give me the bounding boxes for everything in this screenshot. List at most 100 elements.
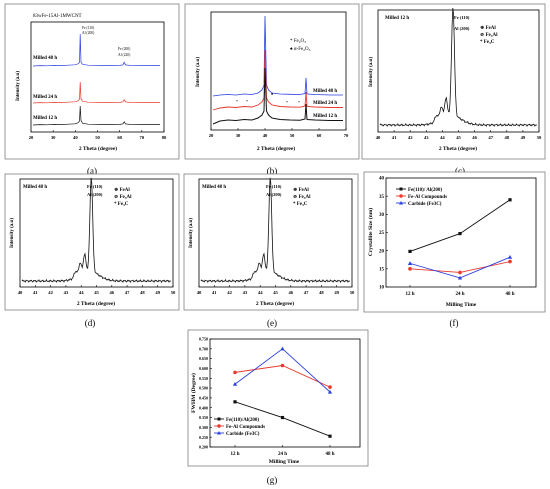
panel-c-xtick-label: 45 (456, 135, 461, 140)
panel-e-xtick-label: 48 (319, 290, 324, 295)
panel-f-series-1-point (508, 259, 512, 264)
panel-d-xtick-label: 46 (110, 290, 115, 295)
panel-e-xtick-label: 45 (273, 290, 278, 295)
panel-a-series-48h: Milled 48 h (33, 56, 57, 61)
panel-b-trace-12h (212, 67, 343, 125)
panel-g-xtick-label: 24 h (278, 452, 287, 457)
panel-c-xtick-label: 50 (537, 135, 542, 140)
panel-e-peak-al200: Al (200) (266, 192, 282, 197)
panel-f-series-2-point (407, 261, 413, 265)
panel-a-xtick-label: 20 (29, 135, 34, 140)
panel-g-legend-2: Carbide (Fe3C) (226, 432, 260, 437)
panel-c-xtick-label: 44 (440, 135, 445, 140)
panel-f-ytick-label: 25 (379, 231, 385, 236)
panel-a-annot-al220: Al (220) (118, 53, 131, 57)
panel-f-ytick-label: 35 (379, 195, 385, 200)
panel-a-xlabel: 2 Theta (degree) (79, 145, 117, 152)
panel-f-series-0-point (408, 249, 412, 253)
panel-e-xtick-label: 44 (258, 290, 263, 295)
panel-e-xlabel: 2 Theta (degree) (256, 300, 294, 307)
panel-g-series-0-point (280, 415, 285, 420)
panel-d-legend-feal: ⊕ FeAl (114, 187, 130, 193)
panel-f-letter: (f) (450, 318, 459, 328)
panel-a-xtick-label: 80 (162, 135, 167, 140)
panel-c-legend-feal: ⊕ FeAl (480, 25, 496, 31)
panel-c-xtick-label: 49 (521, 135, 526, 140)
panel-b-series-24h: Milled 24 h (313, 101, 337, 106)
panel-d-trace (21, 177, 172, 284)
panel-e-peak-fe110: Fe (110) (266, 184, 282, 189)
panel-a-trace-24h (32, 81, 161, 104)
panel-e-legend-fe3al: ⊘ Fe3Al (293, 195, 311, 200)
panel-d-xtick-label: 45 (94, 290, 99, 295)
panel-g-xlabel: Milling Time (269, 459, 300, 465)
panel-a-xtick-label: 40 (73, 135, 78, 140)
panel-g-legend-0: Fe(110)/Al(200) (226, 418, 259, 423)
panel-b-letter: (b) (267, 166, 278, 176)
panel-c-peak-fe110: Fe (110) (454, 15, 470, 20)
panel-e-trace (200, 177, 351, 284)
panel-a-ylabel: Intensity (a.u) (16, 71, 21, 101)
panel-b-xtick-label: 20 (209, 133, 214, 138)
panel-d-legend-fe3al: ⊘ Fe3Al (114, 195, 132, 200)
panel-b-mark-star: * (246, 99, 248, 104)
panel-b-xtick-label: 30 (236, 133, 241, 138)
panel-d-letter: (d) (85, 318, 96, 328)
panel-e-xtick-label: 50 (350, 290, 355, 295)
panel-c-legend-fe3al: ⊘ Fe3Al (480, 33, 498, 38)
panel-b: Intensity (a.u) 2 Theta (degree) 20 30 40 5… (184, 3, 360, 176)
panel-e-xtick-label: 41 (212, 290, 217, 295)
panel-a-xtick-label: 60 (117, 135, 122, 140)
panel-c-xtick-label: 47 (488, 135, 493, 140)
panel-g-series-1-point (233, 370, 237, 375)
panel-g-letter: (g) (267, 475, 278, 485)
panel-g-ytick-label: 0.200 (199, 445, 208, 450)
panel-b-series-48h: Milled 48 h (313, 89, 337, 94)
panel-f-series-1-point (458, 270, 462, 275)
panel-a-series-12h: Milled 12 h (33, 116, 57, 121)
panel-c-xtick-label: 48 (505, 135, 510, 140)
panel-b-mark-star: * (286, 100, 288, 105)
panel-g-ytick-label: 0.550 (199, 376, 208, 381)
panel-b-mark-spade: ♠ (271, 91, 274, 96)
panel-c-trace (379, 7, 538, 128)
panel-c-peak-al200: Al (200) (454, 26, 470, 31)
panel-e-xtick-label: 49 (334, 290, 339, 295)
panel-g-ytick-label: 0.250 (199, 435, 208, 440)
panel-d-xlabel: 2 Theta (degree) (77, 300, 115, 307)
panel-f-ylabel: Crystallite Size (nm) (367, 208, 374, 256)
panel-b-xlabel: 2 Theta (degree) (257, 145, 295, 152)
panel-d-legend-fe3c: * Fe3C (114, 202, 129, 207)
panel-c-legend-fe3c: * Fe3C (480, 40, 495, 45)
panel-d-xtick-label: 47 (125, 290, 130, 295)
panel-g-series-2-point (327, 389, 333, 394)
panel-g-ytick-label: 0.400 (199, 405, 208, 410)
panel-c-xtick-label: 40 (376, 135, 381, 140)
panel-a-series-24h: Milled 24 h (33, 95, 57, 100)
panel-g-ytick-label: 0.750 (199, 337, 208, 342)
panel-f-legend: Fe(110)/ Al(200) Fe-Al Compounds Carbide… (396, 187, 447, 207)
panel-f-xlabel: Milling Time (446, 302, 477, 308)
panel-a-xtick-label: 70 (140, 135, 145, 140)
panel-b-xtick-label: 50 (290, 133, 295, 138)
panel-g-ytick-label: 0.600 (199, 366, 208, 371)
panel-b-xtick-label: 70 (344, 133, 349, 138)
panel-f-ytick-label: 20 (379, 249, 385, 254)
panel-e-letter: (e) (267, 318, 277, 328)
panel-c-xtick-label: 41 (392, 135, 397, 140)
panel-f-ytick-label: 40 (379, 177, 385, 182)
panel-e-xtick-label: 47 (304, 290, 309, 295)
panel-g-legend: Fe(110)/Al(200) Fe-Al Compounds Carbide … (214, 417, 265, 437)
panel-c-xtick-label: 43 (424, 135, 429, 140)
panel-e-xtick-label: 42 (227, 290, 232, 295)
panel-g-series-0-point (328, 434, 332, 438)
panel-d-xtick-label: 40 (18, 290, 23, 295)
panel-f-ytick-label: 10 (379, 286, 385, 291)
panel-c-letter: (c) (455, 166, 465, 176)
panel-f: Crystallite Size (nm) Milling Time 10 15 2… (363, 171, 546, 328)
panel-a-trace-48h (32, 33, 161, 67)
panel-g: FWHM (Degree) Milling Time 0.200 0.250 0.3… (187, 329, 369, 485)
panel-f-series-0-point (508, 198, 512, 202)
panel-f-series-1-point (408, 267, 412, 271)
